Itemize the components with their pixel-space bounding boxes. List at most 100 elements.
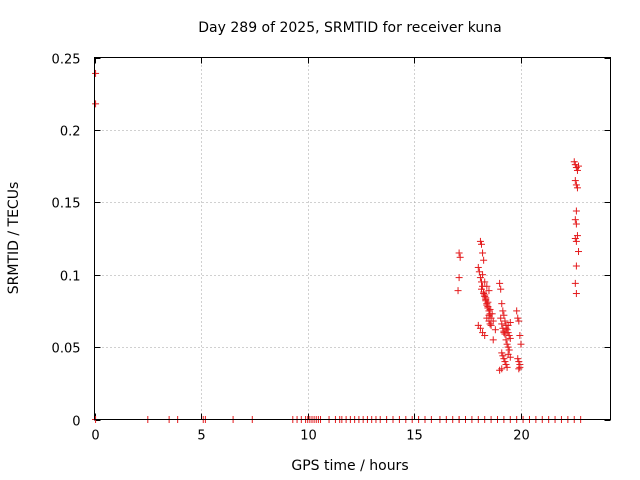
data-point: [506, 318, 514, 326]
data-point: [485, 287, 493, 295]
data-point: [502, 360, 510, 368]
data-point: [572, 237, 580, 245]
data-point: [483, 301, 491, 309]
data-point: [478, 285, 485, 293]
plot-frame: [94, 57, 611, 420]
data-point: [503, 340, 511, 348]
data-point: [487, 321, 495, 329]
data-point: [488, 310, 496, 318]
data-point: [516, 332, 524, 340]
data-point: [481, 278, 489, 286]
y-axis-label: SRMTID / TECUs: [6, 182, 22, 295]
data-point: [475, 268, 483, 276]
x-tick-label: 10: [300, 429, 317, 444]
ticks: [94, 57, 611, 421]
data-point: [571, 216, 579, 224]
data-point: [572, 181, 580, 189]
y-tick-label: 0.25: [52, 53, 81, 68]
data-point: [498, 300, 506, 308]
data-points: [92, 69, 585, 423]
data-point: [500, 355, 508, 363]
y-tick-label: 0.05: [52, 342, 81, 357]
data-point: [572, 220, 580, 228]
data-point: [486, 305, 494, 313]
x-axis-label: GPS time / hours: [291, 458, 408, 474]
data-point: [480, 256, 488, 264]
x-tick-label: 5: [197, 429, 205, 444]
data-point: [497, 285, 505, 293]
x-tick-label: 20: [513, 429, 530, 444]
data-point: [505, 346, 513, 354]
data-point: [474, 263, 482, 271]
data-point: [484, 298, 492, 306]
data-point: [571, 279, 579, 287]
data-point: [575, 162, 583, 170]
data-point: [572, 262, 580, 270]
data-point: [92, 100, 100, 108]
data-point: [456, 253, 464, 261]
data-point: [513, 307, 521, 315]
data-point: [501, 358, 509, 366]
data-point: [514, 355, 522, 363]
data-point: [486, 320, 494, 328]
y-tick-label: 0: [72, 415, 80, 430]
data-point: [506, 334, 514, 342]
data-point: [515, 317, 523, 325]
data-point: [476, 324, 484, 332]
data-point: [571, 161, 579, 169]
data-point: [501, 317, 509, 325]
data-point: [92, 69, 100, 77]
data-point: [476, 237, 484, 245]
data-point: [503, 363, 511, 371]
data-point: [491, 326, 499, 334]
data-point: [571, 235, 579, 242]
y-tick-label: 0.1: [60, 270, 81, 285]
data-point: [499, 307, 507, 315]
data-point: [515, 365, 523, 373]
data-point: [505, 332, 513, 340]
data-point: [573, 184, 581, 192]
data-point: [517, 340, 525, 348]
data-point: [455, 249, 463, 257]
data-point: [454, 287, 462, 295]
data-point: [572, 290, 580, 298]
data-point: [482, 294, 490, 302]
data-point: [479, 271, 487, 279]
data-point: [480, 290, 488, 298]
x-tick-label: 0: [91, 429, 99, 444]
data-point: [498, 365, 506, 373]
data-point: [489, 336, 497, 344]
tick-labels: 0 5 10 15 20 0 0.05 0.1 0.15 0.2 0.25: [52, 53, 530, 444]
data-point: [496, 279, 504, 287]
data-point: [499, 352, 507, 360]
data-point: [455, 274, 463, 282]
data-point: [478, 240, 485, 248]
y-tick-label: 0.2: [60, 125, 81, 140]
grid: [94, 57, 611, 420]
data-point: [571, 177, 579, 185]
chart-title: Day 289 of 2025, SRMTID for receiver kun…: [198, 20, 501, 36]
y-tick-label: 0.15: [52, 197, 81, 212]
data-point: [501, 330, 509, 338]
data-point: [506, 353, 514, 361]
data-point: [500, 311, 508, 319]
data-point: [572, 207, 580, 215]
data-point: [502, 336, 510, 344]
x-tick-label: 15: [406, 429, 423, 444]
data-point: [503, 326, 511, 334]
data-point: [483, 282, 491, 290]
data-point: [573, 166, 581, 174]
data-point: [516, 363, 524, 371]
data-point: [481, 332, 489, 340]
data-point: [575, 248, 583, 256]
data-point: [497, 314, 505, 322]
data-point: [479, 249, 487, 257]
data-point: [485, 317, 493, 325]
data-point: [498, 349, 506, 357]
data-point: [500, 329, 508, 337]
data-point: [514, 314, 522, 322]
data-point: [515, 358, 523, 366]
data-point: [498, 320, 506, 328]
data-point: [481, 291, 489, 299]
